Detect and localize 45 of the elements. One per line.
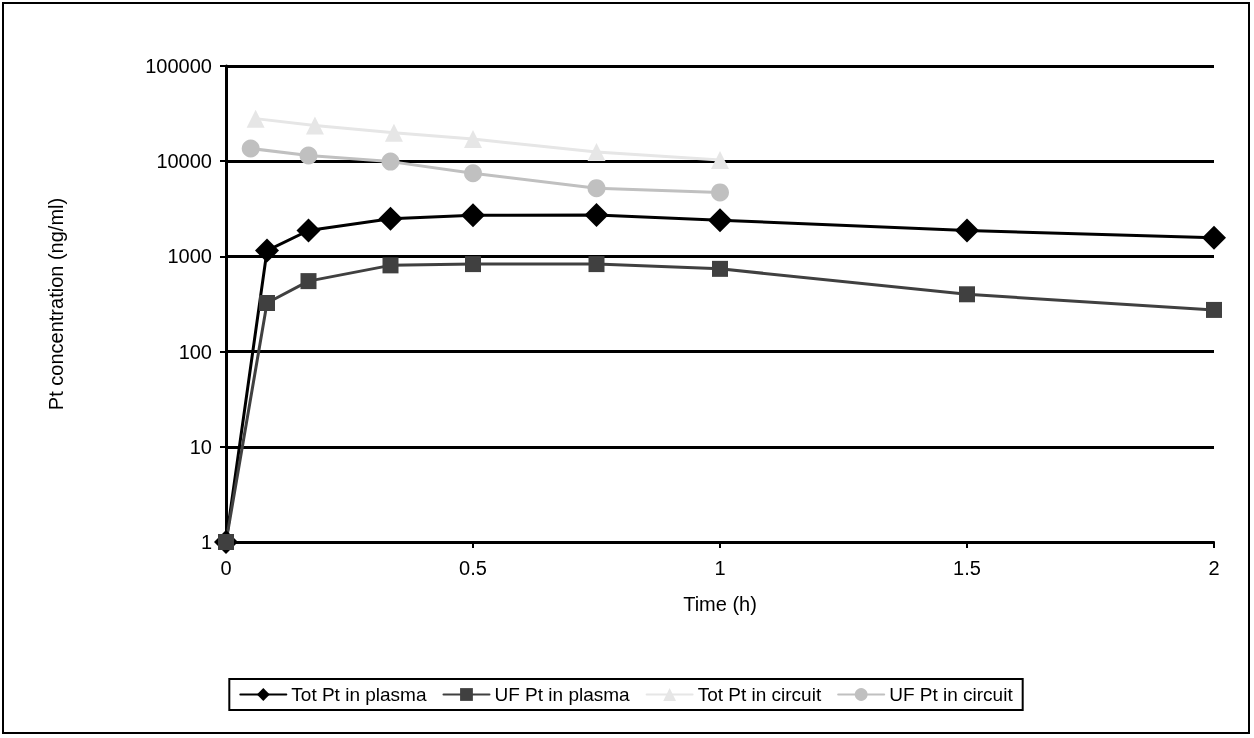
point	[378, 206, 403, 231]
point	[296, 218, 321, 243]
legend-label: UF Pt in plasma	[494, 684, 631, 705]
point	[305, 116, 324, 135]
point	[587, 142, 606, 161]
y-tick-label: 1000	[167, 245, 212, 268]
point	[300, 273, 317, 290]
legend-label: Tot Pt in circuit	[697, 684, 822, 705]
point	[587, 179, 606, 198]
point	[711, 183, 729, 202]
y-tick-label: 1	[200, 531, 212, 553]
x-tick-label: 1.5	[953, 557, 981, 579]
point	[1202, 225, 1226, 250]
point	[1206, 301, 1222, 318]
point	[464, 164, 482, 183]
point	[464, 130, 482, 149]
y-tick-label: 10000	[156, 150, 212, 173]
legend-label: UF Pt in circuit	[889, 684, 1014, 705]
point	[584, 202, 609, 227]
x-tick-label: 0.5	[459, 557, 487, 579]
point	[588, 256, 605, 273]
point	[465, 256, 481, 273]
y-tick-label: 10	[189, 435, 212, 458]
x-axis-title: Time (h)	[683, 593, 757, 615]
y-tick-label: 100000	[145, 55, 212, 77]
x-tick-label: 0	[220, 557, 232, 579]
point	[384, 123, 403, 142]
point	[382, 257, 399, 274]
x-tick-label: 2	[1208, 557, 1220, 579]
point	[712, 260, 728, 277]
point	[255, 238, 279, 263]
x-tick-label: 1	[714, 557, 726, 579]
y-axis-title: Pt concentration (ng/ml)	[45, 197, 67, 411]
point	[246, 109, 265, 128]
point	[299, 146, 318, 165]
legend-label: Tot Pt in plasma	[291, 684, 427, 705]
point	[381, 152, 400, 171]
y-tick-label: 100	[178, 340, 212, 363]
point	[259, 295, 275, 311]
point	[955, 218, 979, 243]
point	[708, 208, 732, 233]
point	[959, 286, 975, 303]
point	[711, 150, 729, 169]
point	[461, 203, 485, 228]
point	[241, 139, 260, 158]
